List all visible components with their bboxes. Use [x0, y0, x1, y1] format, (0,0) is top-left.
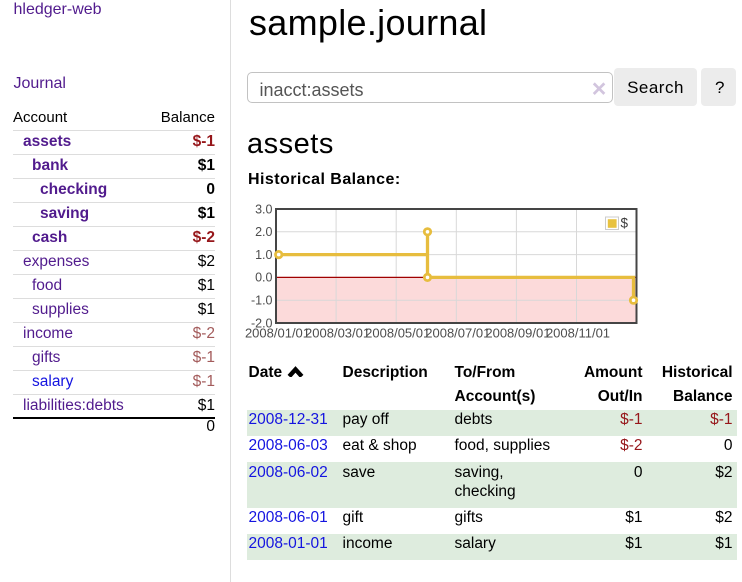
svg-text:-2.0: -2.0	[251, 316, 273, 330]
svg-text:3.0: 3.0	[255, 202, 272, 216]
svg-text:0.0: 0.0	[255, 271, 272, 285]
svg-text:2008/05/01: 2008/05/01	[365, 326, 430, 341]
svg-text:2008/11/01: 2008/11/01	[546, 326, 610, 341]
svg-text:2008/09/01: 2008/09/01	[485, 326, 550, 341]
svg-text:2.0: 2.0	[255, 225, 272, 239]
svg-text:$: $	[621, 215, 629, 230]
svg-text:2008/03/01: 2008/03/01	[305, 326, 370, 341]
svg-text:1.0: 1.0	[255, 248, 272, 262]
svg-text:-1.0: -1.0	[251, 294, 273, 308]
svg-text:2008/01/01: 2008/01/01	[245, 326, 310, 341]
svg-text:2008/07/01: 2008/07/01	[425, 326, 490, 341]
